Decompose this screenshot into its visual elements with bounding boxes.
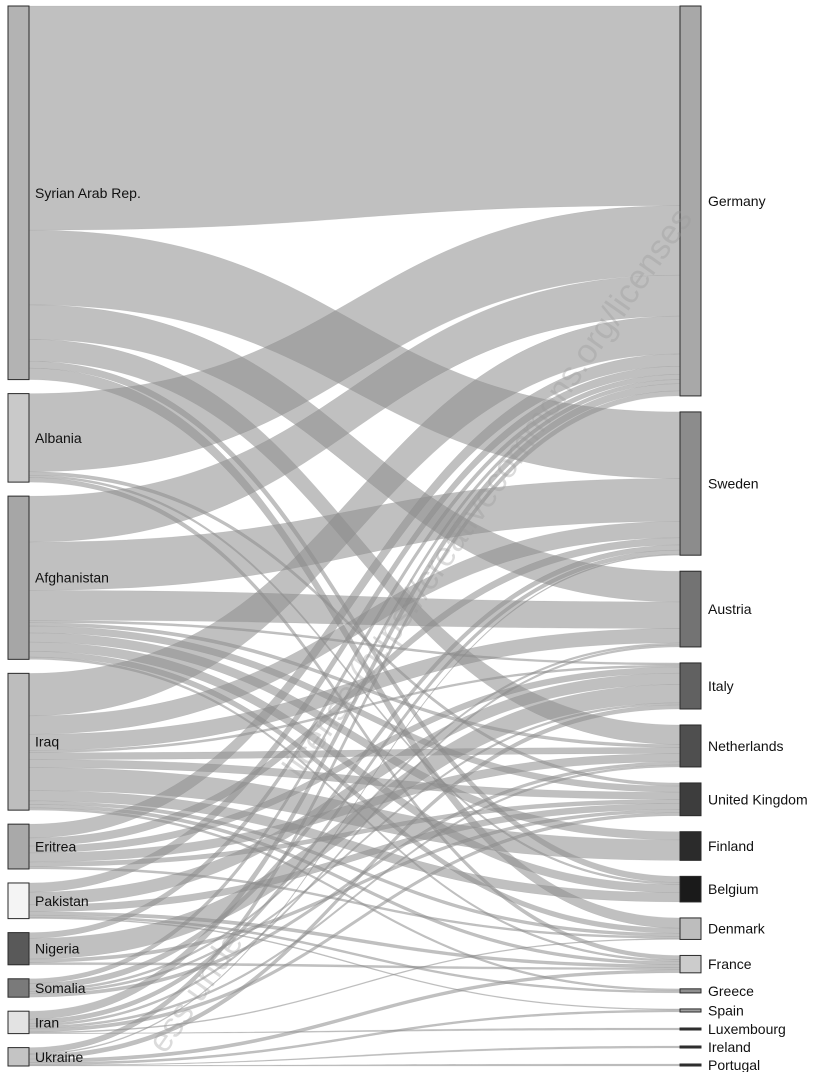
target-label-austria: Austria <box>708 601 752 617</box>
source-label-ukraine: Ukraine <box>35 1049 83 1065</box>
target-node-portugal <box>679 1063 702 1067</box>
target-node-united-kingdom <box>679 782 702 817</box>
target-node-netherlands <box>679 724 702 768</box>
target-label-spain: Spain <box>708 1002 744 1018</box>
source-node-afghanistan <box>7 495 30 660</box>
target-label-sweden: Sweden <box>708 476 759 492</box>
target-node-greece <box>679 988 702 994</box>
sankey-links <box>28 5 681 1067</box>
target-node-luxembourg <box>679 1027 702 1031</box>
source-label-albania: Albania <box>35 430 82 446</box>
target-node-belgium <box>679 875 702 903</box>
target-label-greece: Greece <box>708 983 754 999</box>
target-label-luxembourg: Luxembourg <box>708 1021 786 1037</box>
source-node-pakistan <box>7 882 30 920</box>
target-node-denmark <box>679 917 702 940</box>
source-label-syrian-arab-rep: Syrian Arab Rep. <box>35 185 141 201</box>
target-label-netherlands: Netherlands <box>708 738 784 754</box>
target-label-france: France <box>708 956 752 972</box>
target-node-spain <box>679 1008 702 1013</box>
source-label-iran: Iran <box>35 1014 59 1030</box>
target-label-finland: Finland <box>708 838 754 854</box>
target-label-belgium: Belgium <box>708 881 759 897</box>
target-label-germany: Germany <box>708 193 766 209</box>
target-node-ireland <box>679 1045 702 1049</box>
source-node-nigeria <box>7 932 30 966</box>
source-label-pakistan: Pakistan <box>35 893 89 909</box>
source-node-eritrea <box>7 823 30 870</box>
target-label-italy: Italy <box>708 678 734 694</box>
source-label-somalia: Somalia <box>35 980 86 996</box>
target-node-germany <box>679 5 702 397</box>
source-node-ukraine <box>7 1047 30 1067</box>
target-label-ireland: Ireland <box>708 1039 751 1055</box>
sankey-labels: Syrian Arab Rep. Albania Afghanistan Iraq Er… <box>35 185 808 1072</box>
target-node-finland <box>679 831 702 861</box>
source-label-nigeria: Nigeria <box>35 941 80 957</box>
source-label-iraq: Iraq <box>35 734 59 750</box>
target-label-united-kingdom: United Kingdom <box>708 791 808 807</box>
source-node-iraq <box>7 672 30 811</box>
target-label-portugal: Portugal <box>708 1057 760 1072</box>
source-label-afghanistan: Afghanistan <box>35 570 109 586</box>
target-node-italy <box>679 662 702 710</box>
source-node-somalia <box>7 978 30 998</box>
sankey-nodes <box>7 5 702 1067</box>
source-label-eritrea: Eritrea <box>35 839 76 855</box>
target-label-denmark: Denmark <box>708 921 766 937</box>
target-node-austria <box>679 570 702 648</box>
target-node-france <box>679 954 702 974</box>
source-node-iran <box>7 1010 30 1035</box>
source-node-albania <box>7 393 30 483</box>
target-node-sweden <box>679 411 702 556</box>
source-node-syrian-arab-rep <box>7 5 30 381</box>
